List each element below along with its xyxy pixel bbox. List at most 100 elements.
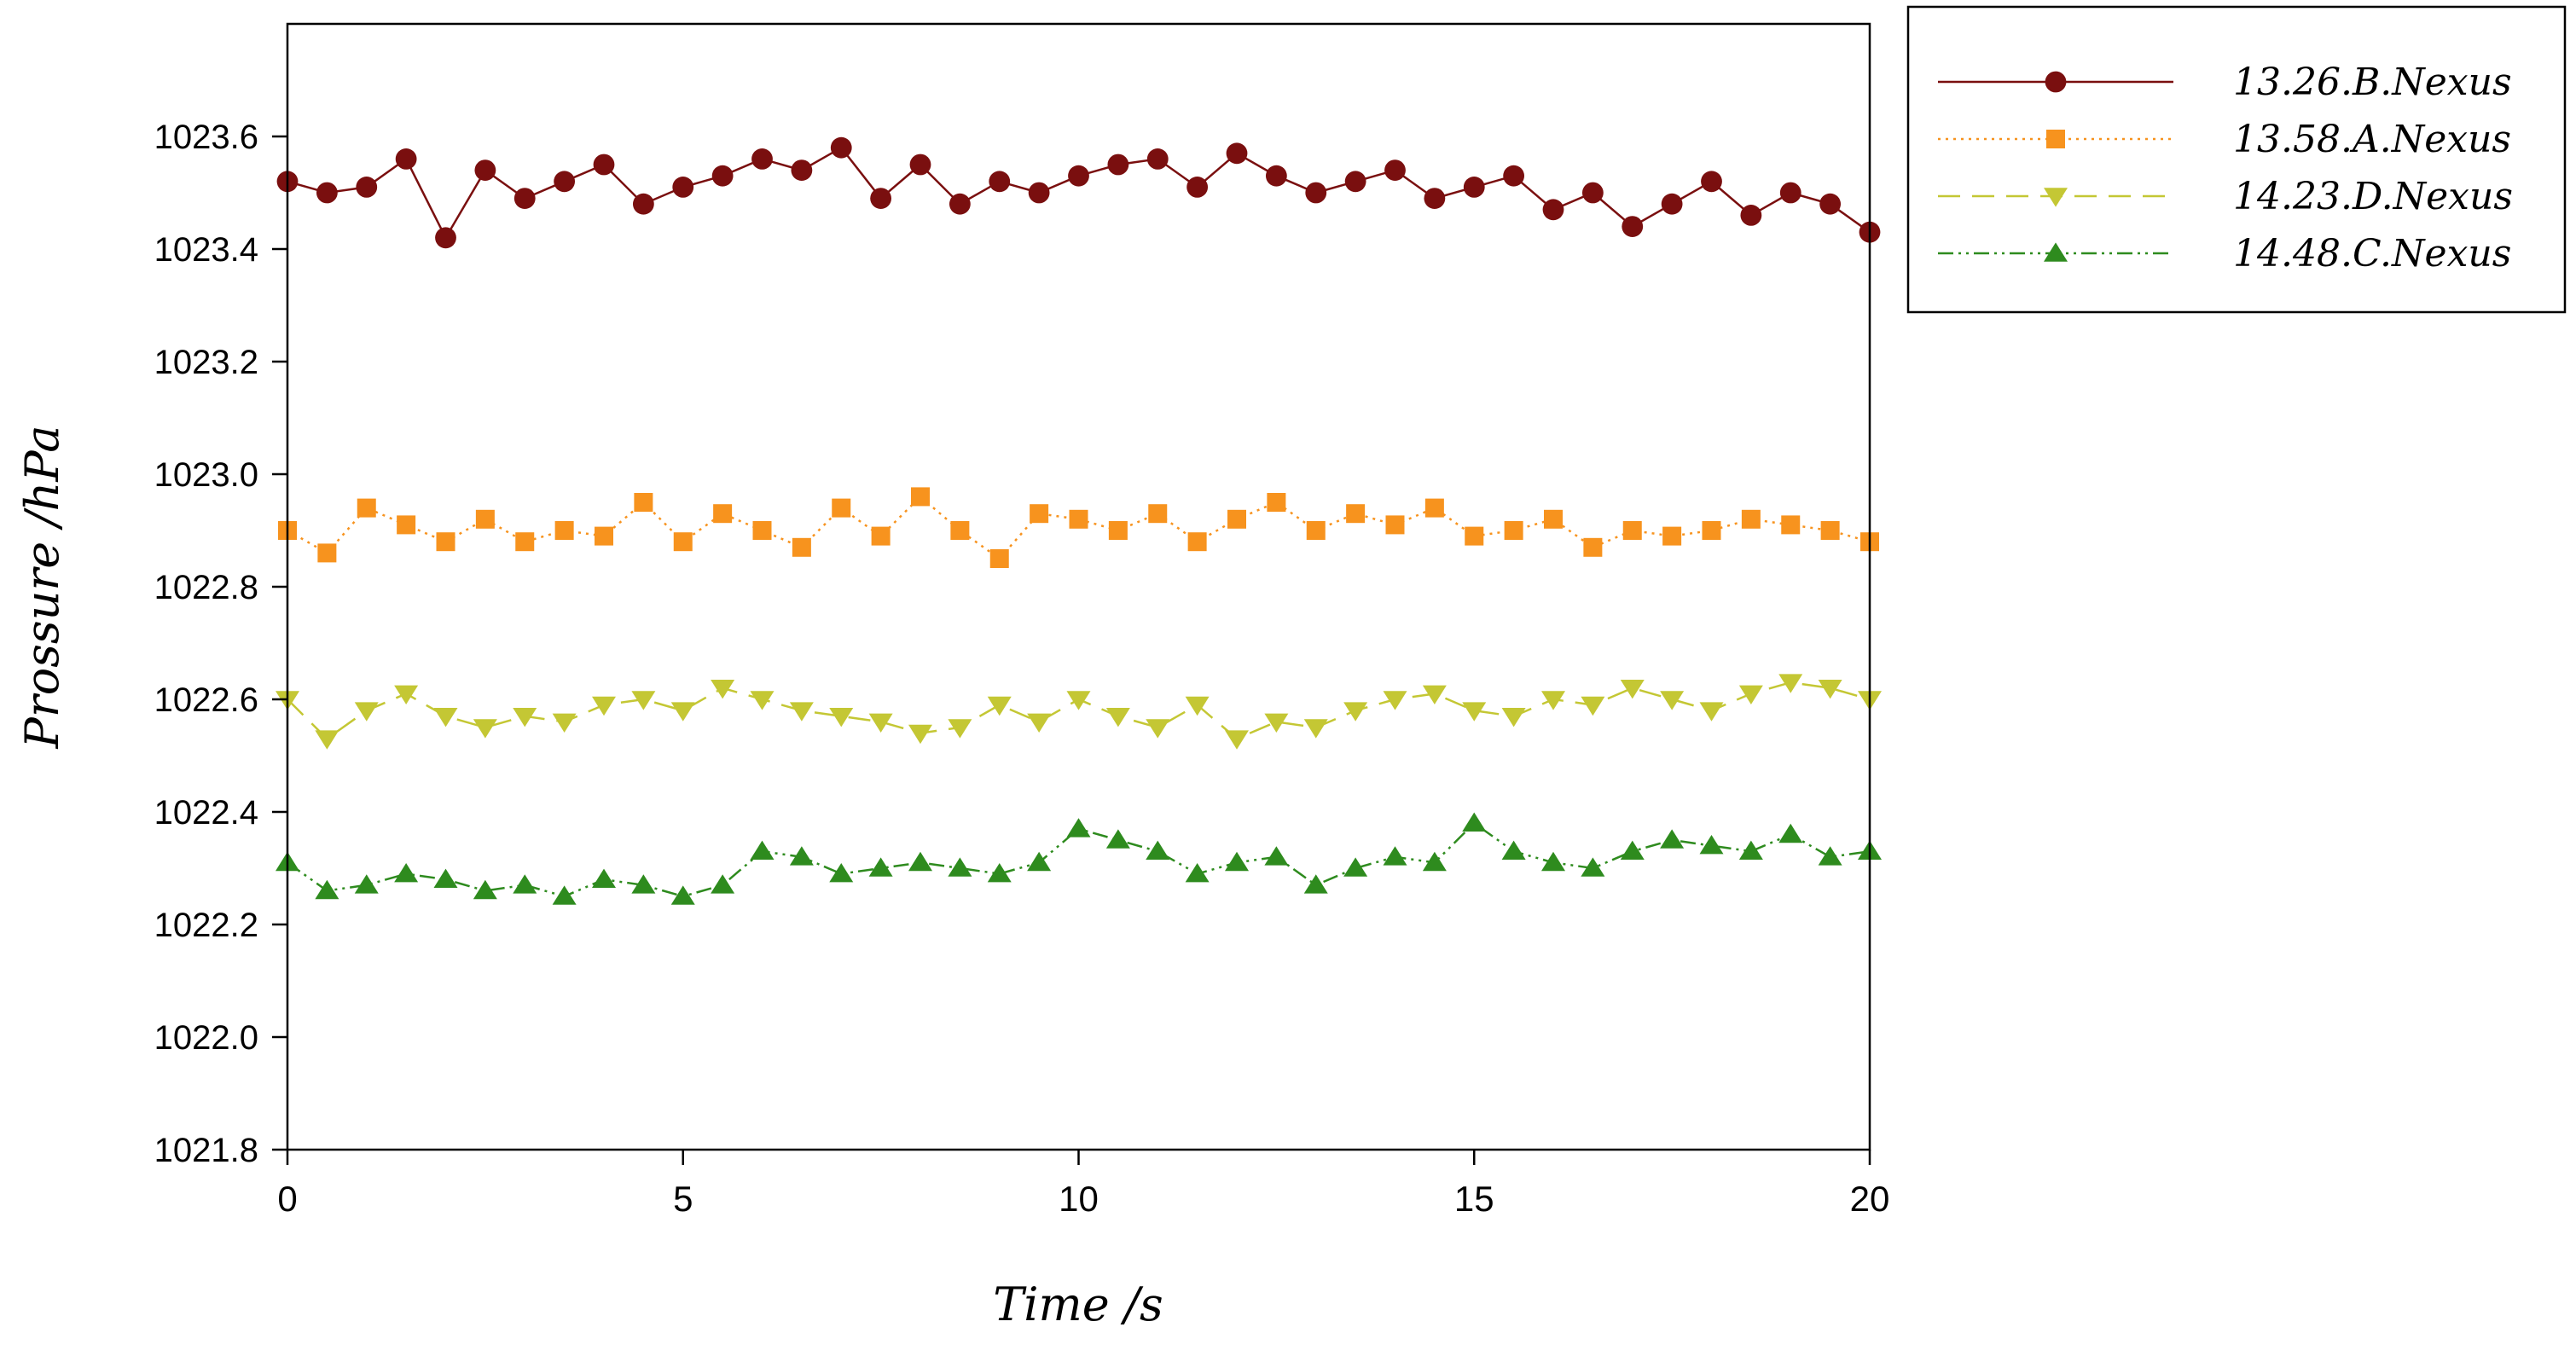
data-point [1620,680,1645,699]
series-4 [276,812,1882,905]
data-point [1622,216,1644,237]
data-point [948,719,972,739]
data-point [1581,696,1605,716]
y-tick-label: 1022.0 [154,1019,258,1057]
data-point [989,171,1011,193]
x-tick-label: 10 [1059,1179,1099,1219]
data-point [1778,823,1803,843]
data-point [1267,493,1286,512]
data-point [1702,521,1721,540]
data-point [1779,182,1801,204]
data-point [789,846,814,866]
series-1 [276,136,1881,249]
data-point [1265,165,1287,187]
data-point [672,177,694,198]
axes-layer: 0 5 10 15 20 1021.8 1022.0 1022.2 1022.4 1022.6 10… [154,119,1890,1219]
series-2 [278,487,1879,568]
data-point [1738,840,1763,860]
data-point [1541,691,1565,710]
data-point [513,188,536,210]
data-point [789,702,814,722]
data-point [1504,521,1523,540]
series-3 [276,674,1882,750]
data-point [435,227,456,249]
data-point [354,874,379,894]
y-axis-title: Prossure /hPa [15,426,69,750]
data-point [830,136,852,159]
data-point [1383,846,1407,866]
data-point [592,868,616,888]
y-tick-label: 1021.8 [154,1132,258,1169]
series-layer [276,136,1882,905]
x-axis-title: Time /s [993,1278,1163,1331]
data-point [908,851,932,872]
data-point [1383,691,1407,710]
data-point [1661,193,1683,215]
data-point [1069,509,1088,529]
data-point [792,537,811,557]
data-point [1346,504,1366,524]
data-point [474,159,496,182]
data-point [1306,521,1326,540]
data-point [1583,537,1603,557]
data-point [1701,171,1722,193]
data-point [989,549,1009,568]
data-point [1105,829,1130,849]
legend-entry: 14.48.C.Nexus [1938,232,2511,275]
data-point [1185,696,1210,716]
data-point [1622,521,1642,540]
data-point [1818,680,1842,699]
data-point [315,879,339,900]
data-point [1264,713,1289,733]
data-point [316,182,338,204]
data-point [552,885,577,905]
data-point [1105,708,1130,727]
data-point [1738,685,1763,704]
data-point [1303,874,1328,894]
data-point [791,159,813,182]
data-point [1741,509,1761,529]
data-point [1422,685,1447,704]
data-point [436,532,455,552]
data-point [1699,835,1724,855]
data-point [634,493,653,512]
data-point [752,521,772,540]
data-point [950,521,970,540]
data-point [1818,846,1842,866]
y-tick-label: 1022.8 [154,569,258,606]
legend-marker [2044,242,2068,262]
data-point [1501,840,1526,860]
data-point [475,509,495,529]
data-point [1385,515,1405,535]
data-point [1226,142,1248,165]
data-point [1819,193,1842,215]
data-point [987,863,1012,883]
data-point [868,857,893,877]
data-point [1462,812,1487,832]
data-point [870,188,892,210]
data-point [711,165,734,187]
data-point [433,868,458,888]
data-point [1384,159,1406,182]
data-point [1662,526,1682,546]
data-point [394,685,419,704]
data-point [592,696,616,716]
data-point [632,193,654,215]
legend-entry: 13.26.B.Nexus [1938,61,2512,104]
data-point [433,708,458,727]
data-point [1462,702,1487,722]
data-point [670,885,695,905]
data-point [1503,165,1525,187]
data-point [1778,674,1803,693]
data-point [1465,526,1484,546]
data-point [394,863,419,883]
data-point [1820,521,1840,540]
x-tick-label: 20 [1850,1179,1890,1219]
data-point [1068,165,1089,187]
data-point [1781,515,1801,535]
data-point [1424,188,1446,210]
data-point [1344,171,1366,193]
data-point [1227,509,1246,529]
data-point [1422,851,1447,872]
data-point [1303,719,1328,739]
